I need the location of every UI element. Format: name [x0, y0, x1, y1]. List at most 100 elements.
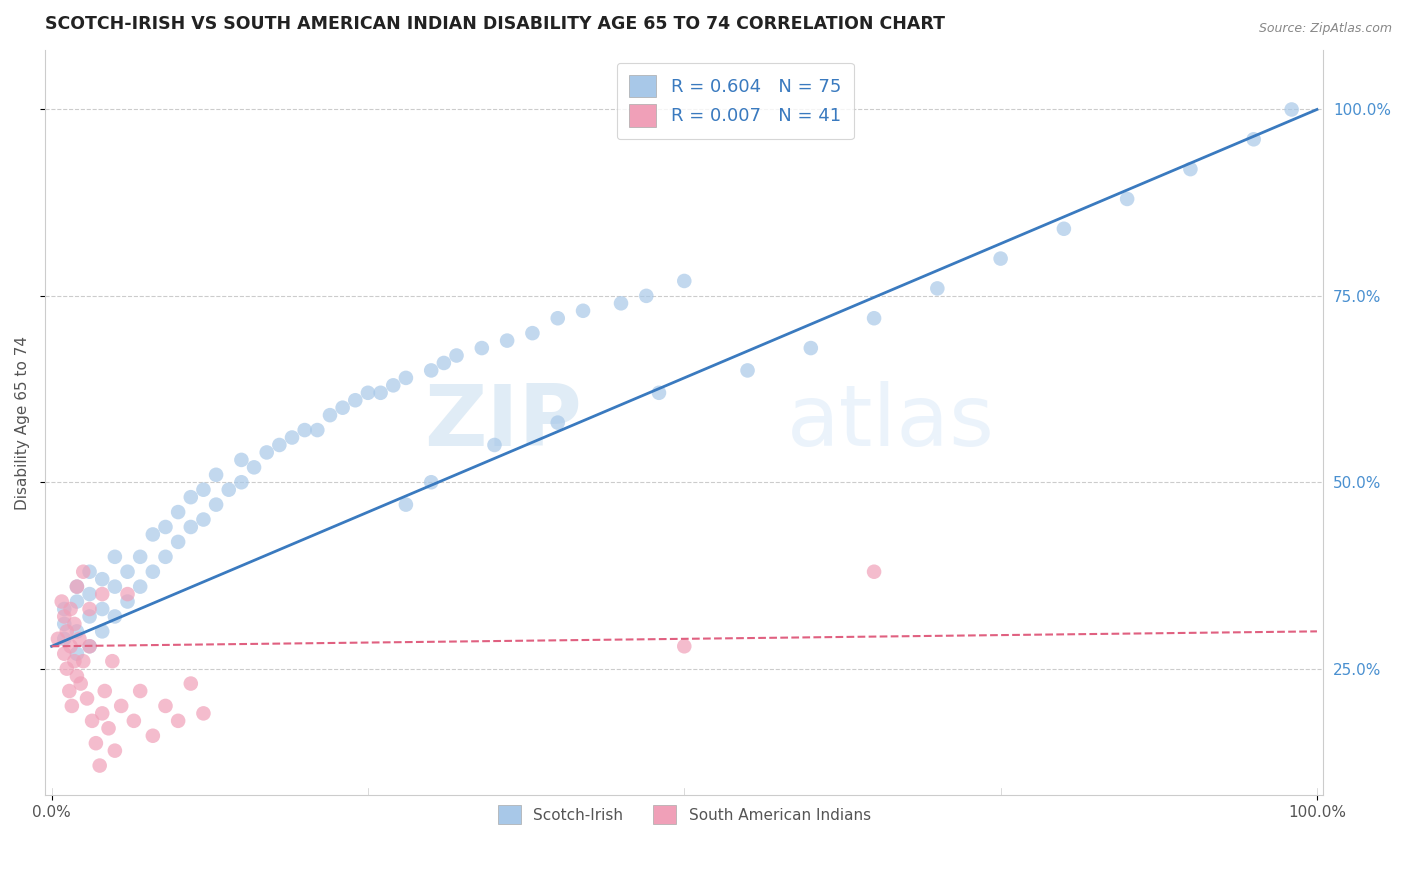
Point	[79, 587, 101, 601]
Point	[800, 341, 823, 355]
Point	[56, 662, 79, 676]
Point	[927, 281, 949, 295]
Point	[53, 616, 76, 631]
Point	[97, 721, 120, 735]
Point	[863, 565, 886, 579]
Point	[117, 587, 139, 601]
Point	[79, 602, 101, 616]
Point	[94, 684, 117, 698]
Point	[129, 684, 152, 698]
Point	[51, 594, 73, 608]
Point	[46, 632, 69, 646]
Point	[332, 401, 354, 415]
Point	[60, 698, 83, 713]
Point	[104, 744, 127, 758]
Point	[382, 378, 405, 392]
Point	[66, 594, 89, 608]
Point	[1180, 162, 1202, 177]
Point	[53, 602, 76, 616]
Point	[484, 438, 506, 452]
Point	[180, 490, 202, 504]
Point	[180, 676, 202, 690]
Point	[648, 385, 671, 400]
Point	[496, 334, 519, 348]
Point	[104, 609, 127, 624]
Point	[91, 706, 114, 721]
Point	[129, 549, 152, 564]
Point	[420, 475, 443, 490]
Point	[53, 647, 76, 661]
Point	[66, 580, 89, 594]
Point	[72, 654, 94, 668]
Point	[395, 498, 418, 512]
Point	[155, 698, 177, 713]
Point	[547, 416, 569, 430]
Legend: Scotch-Irish, South American Indians: Scotch-Irish, South American Indians	[485, 793, 883, 836]
Point	[269, 438, 291, 452]
Point	[471, 341, 494, 355]
Point	[193, 706, 215, 721]
Point	[1053, 221, 1076, 235]
Point	[59, 640, 82, 654]
Point	[737, 363, 759, 377]
Point	[307, 423, 329, 437]
Point	[104, 580, 127, 594]
Point	[522, 326, 544, 340]
Point	[79, 565, 101, 579]
Point	[63, 616, 86, 631]
Point	[673, 640, 696, 654]
Point	[294, 423, 316, 437]
Point	[370, 385, 392, 400]
Point	[66, 580, 89, 594]
Point	[218, 483, 240, 497]
Point	[72, 565, 94, 579]
Point	[76, 691, 98, 706]
Point	[129, 580, 152, 594]
Point	[1243, 132, 1265, 146]
Point	[167, 505, 190, 519]
Point	[155, 520, 177, 534]
Point	[281, 430, 304, 444]
Point	[863, 311, 886, 326]
Point	[91, 624, 114, 639]
Point	[193, 483, 215, 497]
Point	[1281, 103, 1303, 117]
Point	[91, 572, 114, 586]
Point	[142, 729, 165, 743]
Point	[142, 565, 165, 579]
Point	[420, 363, 443, 377]
Point	[117, 594, 139, 608]
Point	[636, 289, 658, 303]
Point	[205, 467, 228, 482]
Point	[990, 252, 1012, 266]
Point	[117, 565, 139, 579]
Point	[79, 640, 101, 654]
Point	[395, 371, 418, 385]
Point	[110, 698, 132, 713]
Point	[79, 640, 101, 654]
Point	[572, 303, 595, 318]
Point	[122, 714, 145, 728]
Point	[79, 609, 101, 624]
Point	[63, 654, 86, 668]
Point	[91, 587, 114, 601]
Point	[53, 632, 76, 646]
Point	[101, 654, 124, 668]
Point	[59, 602, 82, 616]
Y-axis label: Disability Age 65 to 74: Disability Age 65 to 74	[15, 335, 30, 509]
Point	[180, 520, 202, 534]
Point	[231, 475, 253, 490]
Point	[547, 311, 569, 326]
Point	[433, 356, 456, 370]
Point	[1116, 192, 1139, 206]
Point	[256, 445, 278, 459]
Point	[142, 527, 165, 541]
Point	[53, 609, 76, 624]
Point	[319, 408, 342, 422]
Point	[673, 274, 696, 288]
Point	[155, 549, 177, 564]
Point	[193, 512, 215, 526]
Point	[69, 632, 91, 646]
Point	[446, 349, 468, 363]
Point	[89, 758, 111, 772]
